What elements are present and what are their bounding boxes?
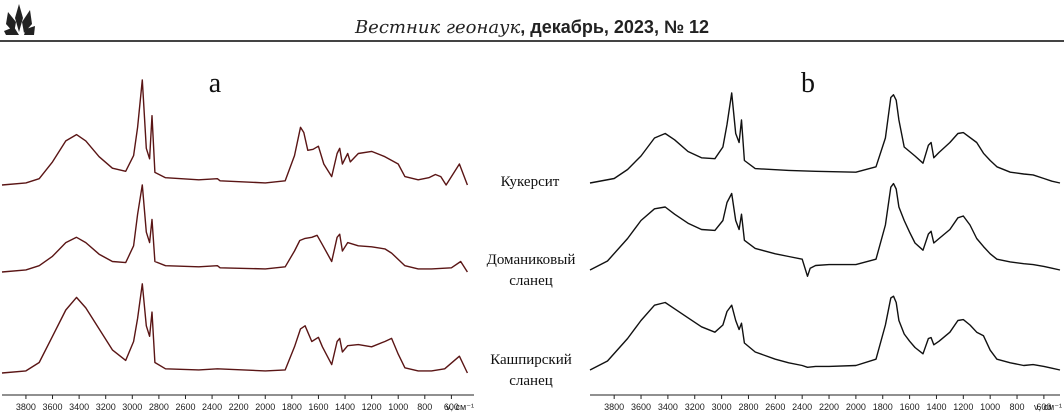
x-tick-label: 1600 [308, 402, 328, 412]
x-tick-label: 800 [417, 402, 432, 412]
journal-issue-line: Вестник геонаук, декабрь, 2023, № 12 [0, 17, 1064, 38]
crystal-cluster-icon [4, 4, 35, 35]
issue-info: , декабрь, 2023, № 12 [520, 17, 710, 37]
x-tick-label: 3600 [631, 402, 651, 412]
journal-header: Вестник геонаук, декабрь, 2023, № 12 [0, 0, 1064, 44]
x-tick-label: 2000 [846, 402, 866, 412]
x-tick-label: 1400 [926, 402, 946, 412]
header-rule [0, 40, 1064, 42]
x-tick-label: 2600 [765, 402, 785, 412]
x-tick-label: 1200 [362, 402, 382, 412]
kashpir-line-1: Кашпирский [490, 352, 572, 368]
x-tick-label: 800 [1010, 402, 1025, 412]
x-tick-label: 1600 [900, 402, 920, 412]
x-tick-label: 2200 [229, 402, 249, 412]
x-tick-label: 600 [1036, 402, 1051, 412]
sample-label-kashpir: Кашпирский сланец [478, 350, 584, 392]
x-tick-label: 3800 [16, 402, 36, 412]
sample-label-kukersite: Кукерсит [500, 174, 560, 190]
x-tick-label: 600 [444, 402, 459, 412]
spectrum-line-b-1 [589, 92, 1061, 184]
spectrum-line-a-1 [1, 79, 469, 186]
x-unit-label: ν, см⁻¹ [1034, 402, 1062, 412]
x-unit-label: ν, см⁻¹ [446, 402, 474, 412]
x-tick-label: 1000 [980, 402, 1000, 412]
sample-label-domanik: Доманиковый сланец [478, 250, 584, 292]
x-tick-label: 2400 [792, 402, 812, 412]
x-tick-label: 2800 [738, 402, 758, 412]
x-tick-label: 1000 [388, 402, 408, 412]
x-tick-label: 2600 [175, 402, 195, 412]
spectrum-line-a-2 [1, 184, 468, 273]
domanik-line-1: Доманиковый [486, 252, 576, 268]
x-tick-label: 3200 [96, 402, 116, 412]
x-tick-label: 3600 [43, 402, 63, 412]
x-tick-label: 3000 [122, 402, 142, 412]
x-tick-label: 3200 [685, 402, 705, 412]
x-tick-label: 3400 [658, 402, 678, 412]
panel-label-b: b [801, 68, 815, 99]
spectrum-line-a-3 [1, 283, 469, 374]
x-tick-label: 1200 [953, 402, 973, 412]
x-tick-label: 2000 [255, 402, 275, 412]
ir-spectra-panel-a: a 3800 3600 3400 3200 3000 2800 2600 2400 2200 200… [1, 68, 474, 412]
kashpir-line-2: сланец [509, 373, 553, 389]
spectrum-line-b-2 [589, 182, 1061, 277]
x-tick-label: 1800 [282, 402, 302, 412]
x-tick-label: 1400 [335, 402, 355, 412]
x-tick-label: 2200 [819, 402, 839, 412]
journal-title: Вестник геонаук [354, 17, 521, 38]
spectrum-line-b-3 [589, 295, 1061, 371]
x-tick-label: 2800 [149, 402, 169, 412]
x-tick-label: 3400 [69, 402, 89, 412]
x-tick-label: 3800 [604, 402, 624, 412]
domanik-line-2: сланец [509, 273, 553, 289]
panel-label-a: a [209, 68, 222, 99]
x-tick-label: 1800 [873, 402, 893, 412]
x-tick-label: 3000 [712, 402, 732, 412]
x-tick-label: 2400 [202, 402, 222, 412]
